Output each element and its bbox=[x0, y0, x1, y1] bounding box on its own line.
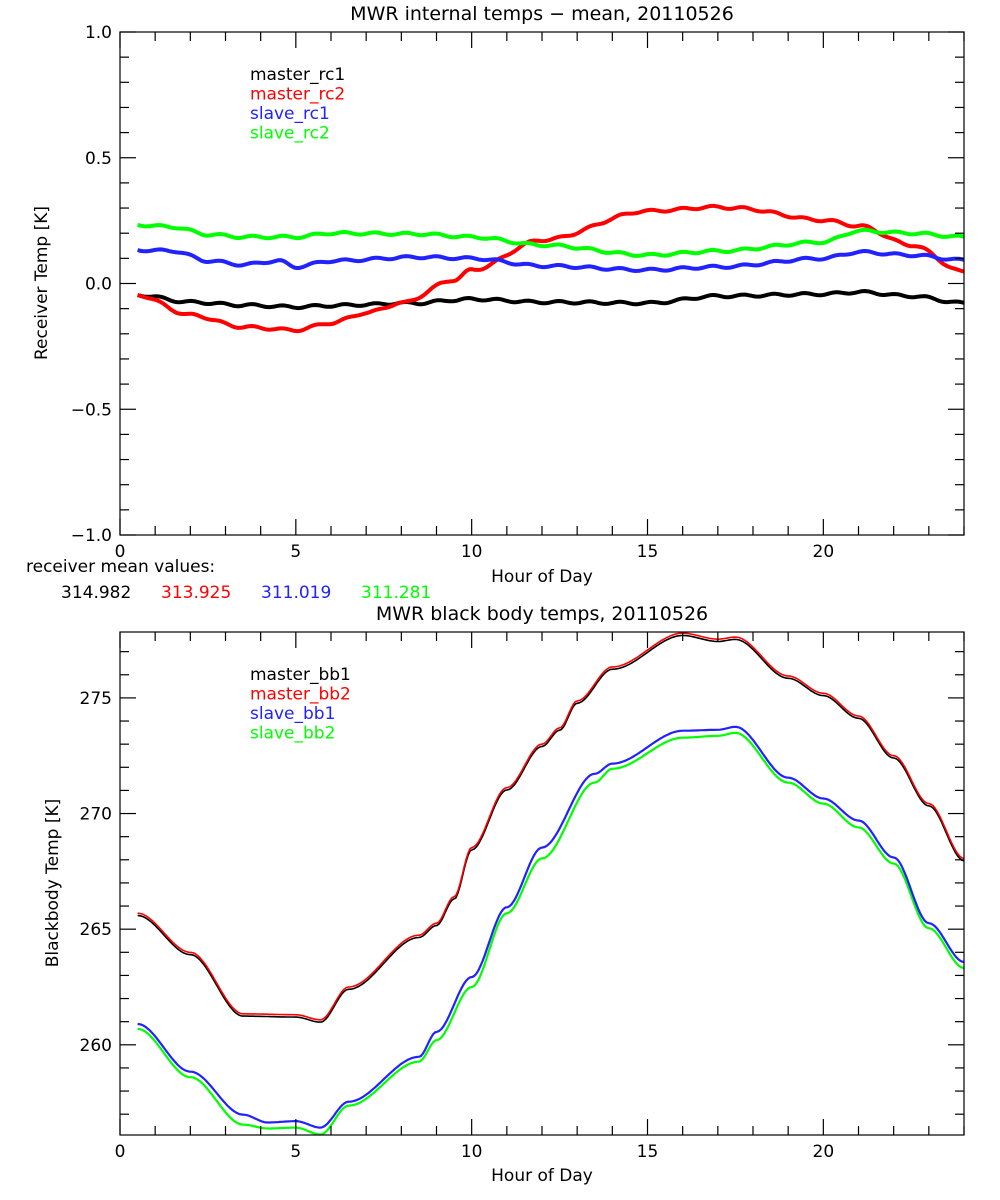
legend-entry-master_bb1: master_bb1 bbox=[250, 665, 351, 685]
plot2-frame bbox=[119, 631, 965, 1136]
plot1-y-tick-labels: −1.0 −0.5 0.0 0.5 1.0 bbox=[71, 23, 112, 546]
plot2-x-tick-labels: 0 5 10 15 20 bbox=[115, 1142, 835, 1162]
plot2-ticks bbox=[119, 632, 965, 1135]
receiver-mean-value: 313.925 bbox=[161, 583, 231, 603]
plot1-x-tick-labels: 0 5 10 15 20 bbox=[115, 542, 835, 562]
plot2-y-tick-labels: 260 265 270 275 bbox=[80, 689, 112, 1056]
x-tick-label: 20 bbox=[813, 542, 835, 562]
receiver-temp-plot: MWR internal temps − mean, 20110526 0 5 10… bbox=[26, 3, 965, 603]
plot1-frame bbox=[119, 31, 965, 536]
series-line-slave_bb2 bbox=[137, 731, 965, 1136]
series-line-master_rc1 bbox=[137, 289, 965, 311]
y-tick-label: 1.0 bbox=[85, 23, 112, 43]
legend-entry-master_rc2: master_rc2 bbox=[250, 85, 345, 105]
x-tick-label: 0 bbox=[115, 542, 126, 562]
series-line-slave_bb1 bbox=[137, 725, 965, 1129]
x-tick-label: 5 bbox=[290, 542, 301, 562]
y-tick-label: −0.5 bbox=[71, 400, 112, 420]
legend-entry-slave_bb1: slave_bb1 bbox=[250, 704, 335, 724]
receiver-mean-values: 314.982 313.925 311.019 311.281 bbox=[61, 583, 431, 603]
legend-entry-slave_rc2: slave_rc2 bbox=[250, 124, 330, 144]
y-tick-label: 0.5 bbox=[85, 149, 112, 169]
plot2-x-axis-label: Hour of Day bbox=[491, 1166, 593, 1186]
series-line-slave_rc1 bbox=[137, 247, 965, 273]
series-line-master_rc2 bbox=[137, 203, 965, 334]
receiver-mean-value: 311.281 bbox=[361, 583, 431, 603]
x-tick-label: 0 bbox=[115, 1142, 126, 1162]
receiver-mean-value: 314.982 bbox=[61, 583, 131, 603]
x-tick-label: 10 bbox=[461, 542, 483, 562]
y-tick-label: 0.0 bbox=[85, 275, 112, 295]
y-tick-label: −1.0 bbox=[71, 526, 112, 546]
receiver-mean-value: 311.019 bbox=[261, 583, 331, 603]
plot1-y-axis-label: Receiver Temp [K] bbox=[32, 206, 52, 360]
legend-entry-slave_bb2: slave_bb2 bbox=[250, 724, 335, 744]
series-line-slave_rc2 bbox=[137, 222, 965, 258]
y-tick-label: 270 bbox=[80, 805, 112, 825]
series-line-master_bb1 bbox=[137, 634, 965, 1023]
receiver-mean-label: receiver mean values: bbox=[26, 557, 215, 577]
y-tick-label: 260 bbox=[80, 1036, 112, 1056]
plot1-title: MWR internal temps − mean, 20110526 bbox=[350, 3, 734, 25]
plot2-y-axis-label: Blackbody Temp [K] bbox=[43, 799, 63, 968]
plot1-series bbox=[137, 203, 965, 334]
series-line-master_bb2 bbox=[137, 632, 965, 1021]
x-tick-label: 15 bbox=[637, 542, 659, 562]
y-tick-label: 265 bbox=[80, 920, 112, 940]
legend-entry-slave_rc1: slave_rc1 bbox=[250, 104, 330, 124]
x-tick-label: 15 bbox=[637, 1142, 659, 1162]
x-tick-label: 10 bbox=[461, 1142, 483, 1162]
plot1-x-axis-label: Hour of Day bbox=[491, 567, 593, 587]
x-tick-label: 20 bbox=[813, 1142, 835, 1162]
legend-entry-master_rc1: master_rc1 bbox=[250, 65, 345, 85]
blackbody-temp-plot: MWR black body temps, 20110526 0 5 10 15 20 … bbox=[43, 603, 965, 1186]
plot1-ticks bbox=[119, 31, 965, 536]
y-tick-label: 275 bbox=[80, 689, 112, 709]
x-tick-label: 5 bbox=[290, 1142, 301, 1162]
legend-entry-master_bb2: master_bb2 bbox=[250, 685, 351, 705]
plot2-title: MWR black body temps, 20110526 bbox=[376, 603, 708, 625]
plot2-series bbox=[137, 632, 965, 1136]
